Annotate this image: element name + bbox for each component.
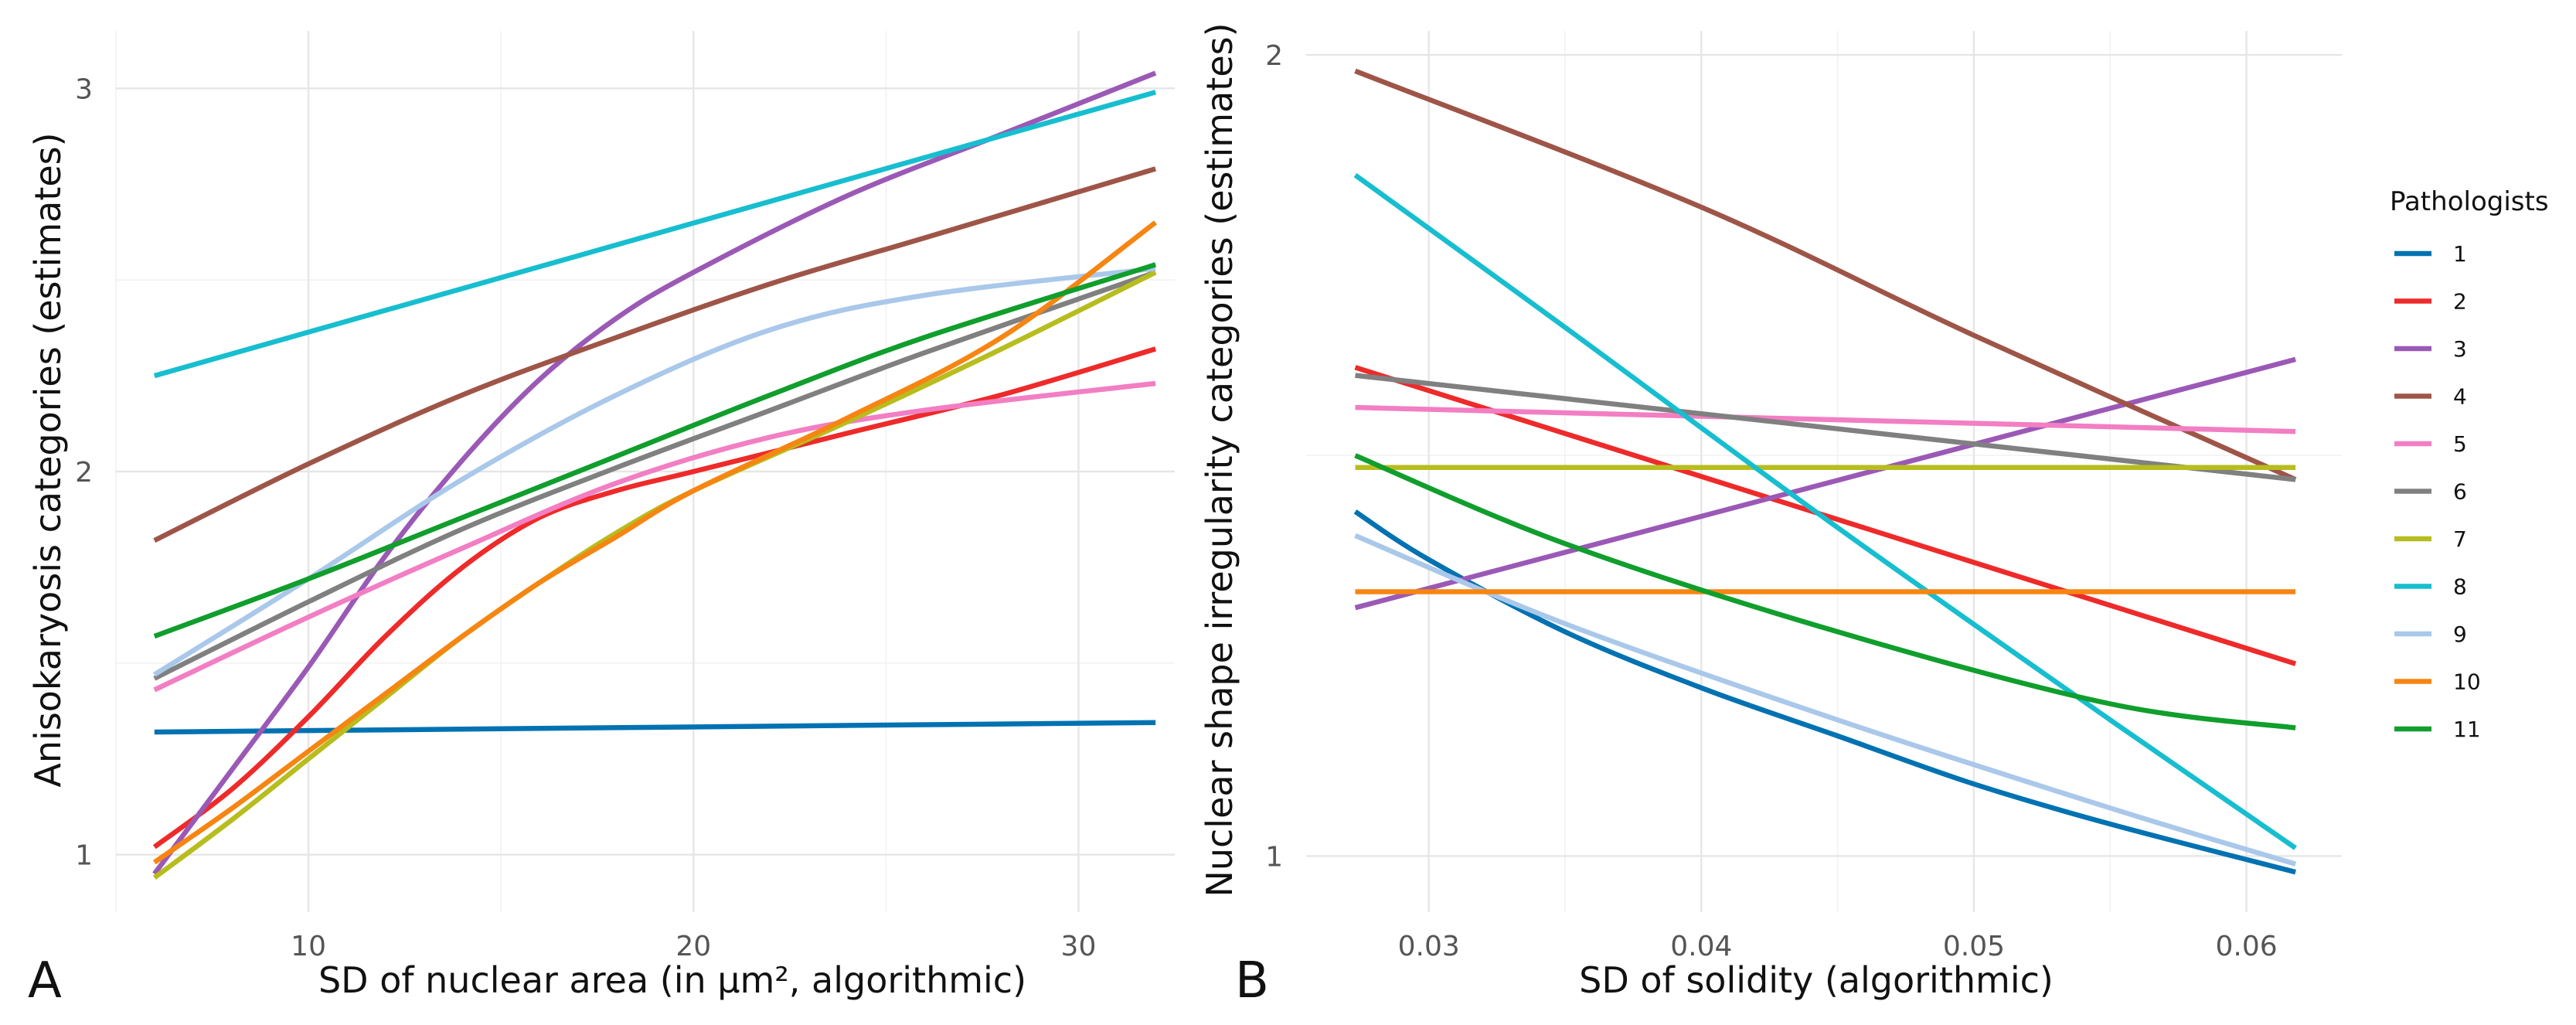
- panel-a-label: A: [28, 952, 62, 1010]
- legend-label-3: 3: [2453, 336, 2467, 362]
- panel-b-series: [1353, 68, 2297, 875]
- panel-a-x-axis-title: SD of nuclear area (in µm², algorithmic): [318, 959, 1026, 1001]
- panel-a-x-tick-label: 10: [291, 931, 326, 962]
- panel-a-series-line-pathologist-5: [153, 380, 1156, 693]
- panel-a-series-line-pathologist-6: [153, 270, 1157, 681]
- legend-label-6: 6: [2453, 479, 2467, 505]
- panel-b-y-ticks: 12: [1265, 40, 1283, 873]
- panel-b-x-tick-label: 0.05: [1943, 931, 2005, 962]
- panel-a-series-line-pathologist-11: [153, 262, 1157, 639]
- panel-a-y-axis-title: Anisokaryosis categories (estimates): [27, 132, 69, 787]
- panel-a-series-line-pathologist-1: [154, 720, 1156, 735]
- panel-a: 10 20 30 1 2 3 SD of nuclear area (in µm², a…: [27, 31, 1175, 1010]
- panel-b-x-ticks: 0.03 0.04 0.05 0.06: [1398, 931, 2278, 962]
- panel-b-series-line-pathologist-1: [1353, 509, 2296, 875]
- panel-b-gridlines: [1306, 31, 2342, 912]
- panel-b-series-line-pathologist-11: [1354, 453, 2296, 730]
- panel-b: 0.03 0.04 0.05 0.06 12 SD of solidity (algo…: [1199, 22, 2342, 1010]
- panel-b-series-line-pathologist-6: [1355, 373, 2296, 482]
- panel-a-y-tick-label: 2: [75, 457, 93, 489]
- panel-b-y-axis-title: Nuclear shape irregularity categories (e…: [1199, 22, 1240, 897]
- panel-b-x-tick-label: 0.06: [2216, 931, 2278, 962]
- panel-a-x-tick-label: 20: [675, 931, 711, 962]
- panel-a-y-tick-label: 3: [75, 73, 93, 105]
- panel-b-x-axis-title: SD of solidity (algorithmic): [1579, 959, 2054, 1001]
- panel-b-x-tick-label: 0.03: [1398, 931, 1460, 962]
- legend-label-10: 10: [2453, 669, 2481, 695]
- panel-b-series-line-pathologist-9: [1354, 533, 2297, 867]
- legend-title: Pathologists: [2390, 186, 2549, 217]
- panel-b-y-tick-label: 2: [1265, 40, 1283, 72]
- legend-label-8: 8: [2453, 574, 2467, 600]
- panel-a-series-line-pathologist-7: [152, 270, 1157, 880]
- legend-label-1: 1: [2453, 241, 2467, 267]
- panel-a-x-ticks: 10 20 30: [291, 931, 1096, 962]
- legend-label-9: 9: [2453, 621, 2467, 647]
- legend: Pathologists 1 2 3 4 5 6 7 8 9 10 11: [2390, 186, 2549, 742]
- panel-b-x-tick-label: 0.04: [1670, 931, 1732, 962]
- panel-a-series-line-pathologist-4: [153, 166, 1157, 543]
- panel-a-series-line-pathologist-3: [152, 70, 1157, 876]
- legend-label-2: 2: [2453, 289, 2467, 315]
- panel-b-y-tick-label: 1: [1265, 841, 1283, 873]
- panel-a-y-ticks: 1 2 3: [75, 73, 93, 871]
- panel-b-series-line-pathologist-3: [1354, 356, 2296, 611]
- legend-label-4: 4: [2453, 384, 2467, 410]
- panel-b-series-line-pathologist-8: [1353, 172, 2297, 850]
- panel-a-series: [152, 70, 1158, 880]
- legend-entries: 1 2 3 4 5 6 7 8 9 10 11: [2394, 241, 2481, 742]
- panel-b-series-line-pathologist-2: [1354, 365, 2297, 666]
- legend-label-11: 11: [2453, 717, 2481, 742]
- panel-b-series-line-pathologist-5: [1355, 404, 2296, 434]
- panel-b-label: B: [1235, 952, 1269, 1010]
- legend-label-7: 7: [2453, 526, 2467, 552]
- legend-label-5: 5: [2453, 431, 2467, 457]
- panel-a-series-line-pathologist-10: [152, 220, 1158, 865]
- panel-a-x-tick-label: 30: [1061, 931, 1097, 962]
- panel-a-series-line-pathologist-2: [152, 346, 1157, 850]
- panel-a-series-line-pathologist-8: [153, 90, 1156, 379]
- panel-b-series-line-pathologist-4: [1354, 68, 2297, 482]
- panel-a-y-tick-label: 1: [75, 840, 93, 872]
